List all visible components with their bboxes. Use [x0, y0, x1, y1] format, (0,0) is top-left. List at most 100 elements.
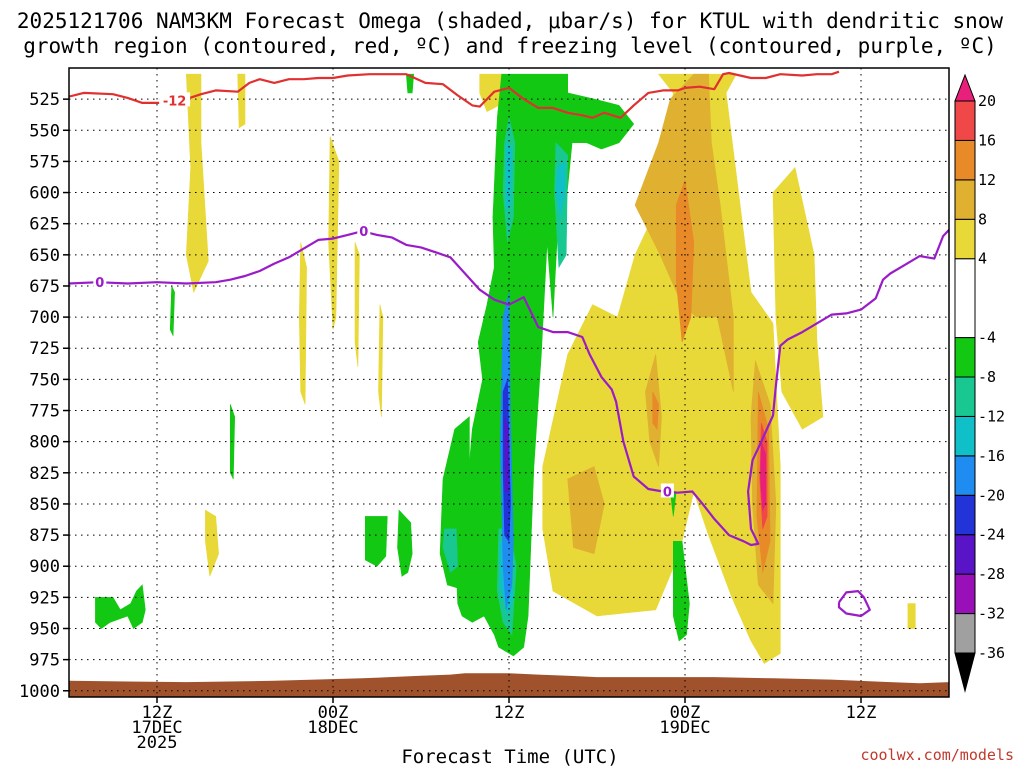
y-tick-label-800: 800: [29, 433, 60, 453]
contour-label-2: 0: [359, 225, 368, 240]
y-tick-label-650: 650: [29, 246, 60, 266]
colorbar-swatch-4: [954, 455, 976, 496]
omega-region-6: [378, 304, 384, 417]
colorbar-swatch-10: [954, 179, 976, 220]
colorbar-label-13: -36: [978, 644, 1005, 662]
omega-region-37: [555, 160, 566, 218]
chart-title-line-2: growth region (contoured, red, ºC) and f…: [23, 34, 997, 58]
y-tick-label-625: 625: [29, 215, 60, 235]
y-tick-label-1000: 1000: [19, 682, 60, 702]
contour-label-bg-3: [660, 483, 674, 498]
colorbar-swatch-12: [954, 100, 976, 141]
colorbar-label-8: -16: [978, 447, 1005, 465]
colorbar-label-3: 8: [978, 210, 987, 228]
colorbar-swatch-3: [954, 494, 976, 536]
y-tick-label-575: 575: [29, 152, 60, 172]
omega-region-32: [405, 73, 415, 94]
y-tick-label-825: 825: [29, 464, 60, 484]
x-tick-label-0-1: 17DEC: [131, 718, 182, 738]
colorbar-swatch-7: [954, 337, 976, 378]
omega-region-22: [760, 441, 767, 512]
y-tick-label-700: 700: [29, 308, 60, 328]
y-tick-label-850: 850: [29, 495, 60, 515]
omega-region-36: [442, 528, 459, 573]
colorbar: 20 16 12 8 4 -4 -8 -12 -16 -20 -24 -28 -32 -36: [954, 73, 1005, 693]
omega-region-25: [397, 509, 413, 577]
y-tick-label-525: 525: [29, 90, 60, 110]
contour-label-1: 0: [95, 276, 104, 291]
x-tick-label-4-0: 12Z: [846, 703, 877, 723]
colorbar-label-0: 20: [978, 92, 996, 110]
omega-region-12: [772, 166, 824, 430]
omega-region-3: [328, 136, 340, 330]
chart-title-line-1: 2025121706 NAM3KM Forecast Omega (shaded…: [17, 9, 1004, 33]
colorbar-label-1: 16: [978, 131, 996, 149]
credit-text: coolwx.com/models: [860, 746, 1014, 764]
x-tick-label-3-0: 00Z: [670, 703, 701, 723]
omega-shading: [95, 73, 916, 664]
x-tick-label-1-1: 18DEC: [307, 718, 358, 738]
y-tick-label-750: 750: [29, 370, 60, 390]
x-tick-label-2-0: 12Z: [494, 703, 525, 723]
contour-label-bg-0: [159, 92, 191, 107]
colorbar-swatch-6: [954, 376, 976, 417]
omega-region-13: [907, 603, 916, 629]
colorbar-swatch-9: [954, 218, 976, 260]
y-tick-label-925: 925: [29, 588, 60, 608]
colorbar-label-7: -12: [978, 407, 1005, 425]
y-axis: 525 550 575 600 625 650 675 700 725 750 775 800 825 8…: [19, 90, 69, 702]
omega-region-23: [455, 73, 635, 657]
y-tick-label-550: 550: [29, 121, 60, 141]
colorbar-swatch-8: [954, 258, 976, 339]
contour-label-bg-2: [357, 223, 371, 238]
x-tick-label-0-0: 12Z: [142, 703, 173, 723]
omega-region-14: [567, 466, 605, 555]
y-tick-label-875: 875: [29, 526, 60, 546]
contour-line-1: [69, 229, 949, 547]
contour-line-0: [69, 70, 840, 119]
contour-labels: -12 0 0 0: [93, 92, 674, 500]
y-tick-label-600: 600: [29, 184, 60, 204]
colorbar-label-10: -24: [978, 526, 1005, 544]
omega-region-30: [672, 540, 690, 642]
colorbar-label-2: 12: [978, 171, 996, 189]
omega-region-42: [504, 416, 509, 492]
colorbar-label-5: -4: [978, 329, 996, 347]
omega-region-27: [95, 584, 146, 629]
colorbar-swatch-5: [954, 415, 976, 457]
omega-region-4: [298, 242, 307, 405]
y-tick-label-725: 725: [29, 339, 60, 359]
omega-region-0: [185, 73, 209, 294]
y-tick-label-675: 675: [29, 277, 60, 297]
contour-label-0: -12: [163, 94, 187, 109]
omega-region-29: [230, 404, 236, 480]
colorbar-swatch-2: [954, 534, 976, 575]
contour-line-2: [837, 589, 871, 618]
contour-label-3: 0: [663, 485, 672, 500]
x-tick-label-0-2: 2025: [137, 733, 178, 753]
y-tick-label-900: 900: [29, 557, 60, 577]
y-tick-label-975: 975: [29, 651, 60, 671]
colorbar-label-4: 4: [978, 250, 987, 268]
colorbar-swatch-1: [954, 573, 976, 615]
omega-region-5: [354, 242, 360, 367]
omega-region-7: [205, 509, 219, 577]
x-tick-label-3-1: 19DEC: [659, 718, 710, 738]
colorbar-over-triangle: [954, 73, 976, 102]
omega-region-28: [169, 285, 175, 336]
contours: [69, 70, 949, 618]
omega-region-19: [652, 391, 659, 431]
x-axis-title: Forecast Time (UTC): [401, 746, 618, 768]
colorbar-under-triangle: [954, 652, 976, 693]
colorbar-swatch-0: [954, 613, 976, 654]
contour-label-bg-1: [93, 274, 107, 289]
colorbar-label-11: -28: [978, 565, 1005, 583]
y-tick-label-950: 950: [29, 619, 60, 639]
colorbar-label-9: -20: [978, 486, 1005, 504]
colorbar-label-6: -8: [978, 368, 996, 386]
grid-lines: [69, 68, 949, 697]
omega-region-26: [364, 516, 388, 567]
colorbar-swatch-11: [954, 139, 976, 181]
